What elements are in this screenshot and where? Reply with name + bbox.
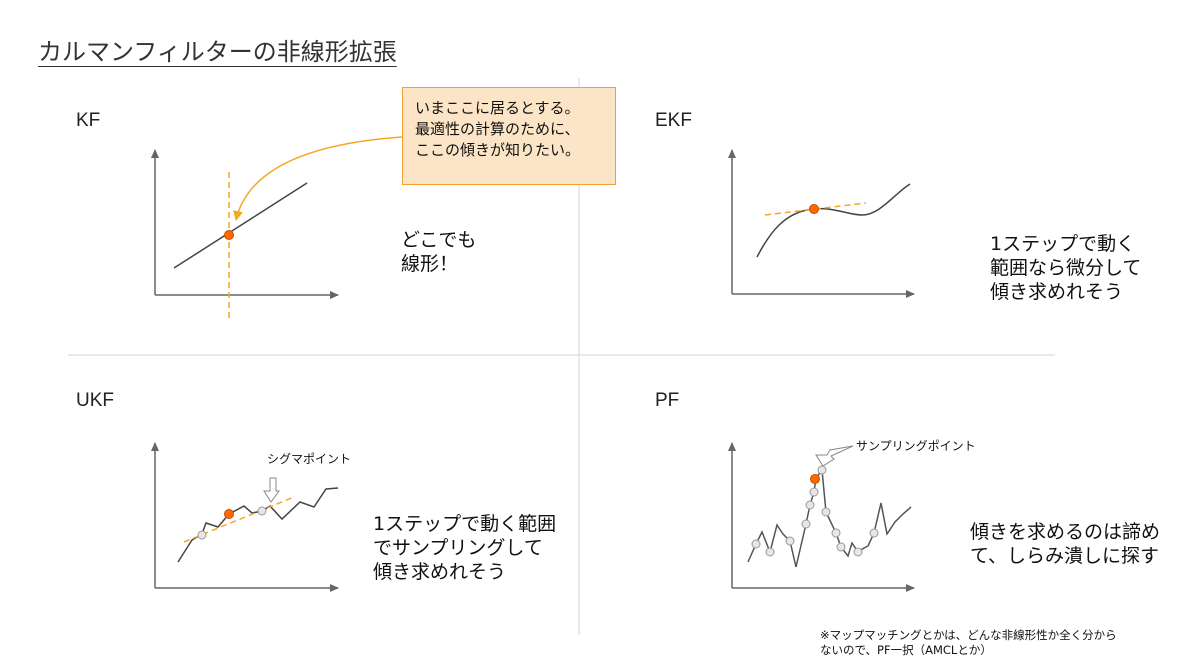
pf-description: 傾きを求めるのは諦め て、しらみ潰しに探す: [970, 521, 1161, 567]
pf-sampling-point: [751, 539, 761, 549]
pf-sampling-point: [817, 465, 827, 475]
kf-linear-function: [173, 182, 308, 269]
callout-pointer-arrow: [233, 136, 403, 221]
page-title: カルマンフィルターの非線形拡張: [38, 38, 397, 66]
kf-current-point: [224, 230, 234, 240]
ekf-current-point: [809, 204, 819, 214]
pf-sampling-point: [869, 528, 879, 538]
pf-sampling-point-annotation: サンプリングポイント: [856, 439, 976, 453]
pf-sampling-point: [809, 487, 819, 497]
kf-label: KF: [76, 110, 101, 131]
ekf-label: EKF: [655, 110, 692, 131]
pf-annotation-arrow: [815, 445, 854, 467]
footnote: ※マップマッチングとかは、どんな非線形性か全く分から ないので、PF一択（AMC…: [820, 628, 1117, 657]
pf-sampling-points: [751, 465, 879, 557]
callout-box: いまここに居るとする。 最適性の計算のために、 ここの傾きが知りたい。: [402, 87, 616, 185]
pf-sampling-point: [831, 528, 841, 538]
ukf-sigma-point: [197, 530, 207, 540]
ekf-description: 1ステップで動く 範囲なら微分して 傾き求めれそう: [990, 233, 1142, 303]
pf-sampling-point: [821, 507, 831, 517]
pf-label: PF: [655, 390, 680, 411]
pf-current-point: [810, 474, 820, 484]
ukf-sigma-point: [257, 506, 267, 516]
ukf-label: UKF: [76, 390, 114, 411]
pf-sampling-point: [805, 500, 815, 510]
ukf-sigma-point-annotation: シグマポイント: [267, 452, 352, 466]
pf-sampling-point: [765, 547, 775, 557]
ekf-nonlinear-function: [756, 183, 911, 258]
pf-sampling-point: [853, 547, 863, 557]
pf-sampling-point: [801, 519, 811, 529]
ukf-nonlinear-function: [177, 487, 339, 563]
kf-axes: [151, 149, 339, 299]
ukf-axes: [151, 442, 339, 592]
pf-sampling-point: [785, 536, 795, 546]
pf-sampling-point: [836, 542, 846, 552]
pf-axes: [728, 442, 915, 592]
kf-description: どこでも 線形！: [401, 229, 477, 275]
ukf-annotation-arrow: [263, 477, 280, 503]
ukf-current-point: [224, 509, 234, 519]
ekf-axes: [728, 149, 915, 298]
ukf-description: 1ステップで動く範囲 でサンプリングして 傾き求めれそう: [373, 513, 557, 583]
